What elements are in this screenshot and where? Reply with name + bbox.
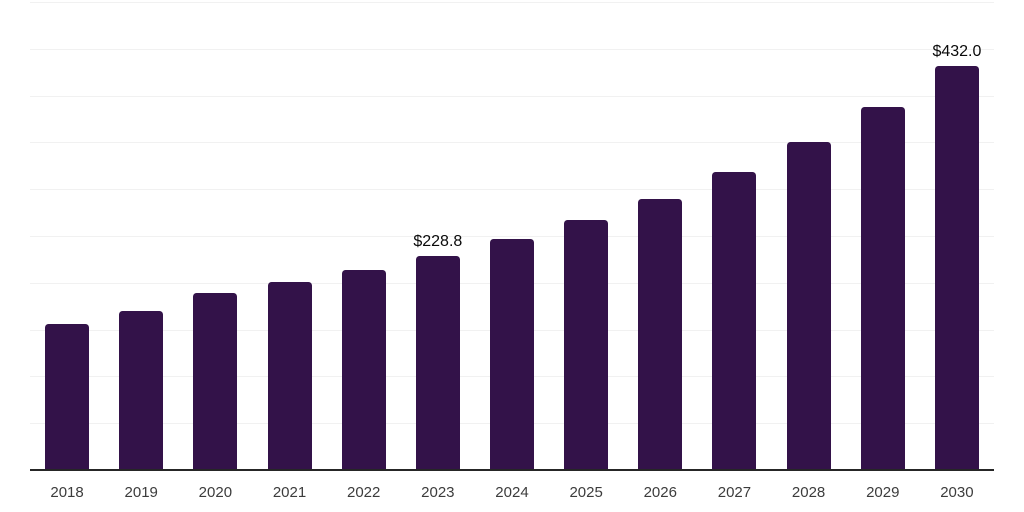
bar-2022 [341, 269, 386, 470]
x-axis-labels: 2018 2019 2020 2021 2022 2023 2024 2025 2026 2027… [30, 484, 994, 504]
plot-area: $228.8 $432.0 [30, 2, 994, 470]
gridline [30, 236, 994, 237]
bar-2018 [45, 323, 90, 470]
bar-2029 [860, 106, 905, 470]
bar-2025 [564, 220, 609, 470]
x-tick-label-2019: 2019 [124, 484, 158, 501]
x-tick-label-2029: 2029 [866, 484, 900, 501]
bar-2024 [490, 238, 534, 470]
bar-2026 [638, 198, 683, 470]
bar-2027 [712, 172, 757, 470]
bar-2023 [415, 255, 460, 470]
bar-2030 [934, 65, 979, 470]
bar-2021 [267, 281, 312, 470]
x-tick-label-2021: 2021 [272, 484, 307, 501]
x-axis-line [30, 469, 994, 471]
x-tick-label-2027: 2027 [717, 484, 752, 501]
x-tick-label-2025: 2025 [569, 484, 603, 501]
gridline [30, 48, 994, 50]
gridline [30, 95, 994, 97]
bar-value-label-2023: $228.8 [413, 232, 463, 250]
bar-2028 [786, 142, 831, 470]
x-tick-label-2024: 2024 [495, 484, 529, 501]
gridline [30, 2, 994, 3]
bar-value-label-2030: $432.0 [932, 42, 982, 60]
x-tick-label-2030: 2030 [940, 484, 974, 501]
gridline [30, 142, 994, 144]
bar-2020 [193, 293, 238, 470]
x-tick-label-2023: 2023 [421, 484, 455, 501]
x-tick-label-2020: 2020 [198, 484, 233, 501]
x-tick-label-2028: 2028 [791, 484, 826, 501]
x-tick-label-2022: 2022 [346, 484, 381, 501]
gridline [30, 189, 994, 191]
bar-2019 [119, 310, 164, 470]
x-tick-label-2018: 2018 [50, 484, 84, 501]
x-tick-label-2026: 2026 [643, 484, 677, 501]
